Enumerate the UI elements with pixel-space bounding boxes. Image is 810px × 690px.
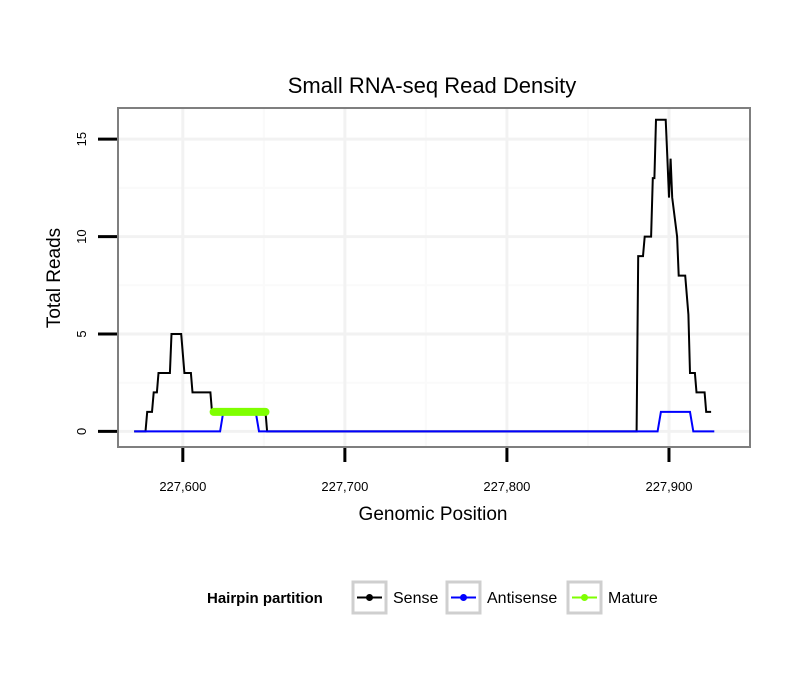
y-tick-label: 5 [74,330,89,337]
series-line-antisense [134,410,715,433]
plot-panel [117,107,751,448]
legend-item-antisense: Antisense [445,580,557,615]
x-tick-label: 227,900 [645,479,692,494]
legend-title: Hairpin partition [207,590,323,607]
x-axis: 227,600 227,700 227,800 227,900 [159,448,692,494]
legend-label: Antisense [487,590,557,607]
legend-key-dot [460,594,467,601]
y-tick-label: 0 [74,428,89,435]
x-tick-label: 227,600 [159,479,206,494]
series-line-sense [134,118,712,433]
series-layer [134,118,715,433]
y-tick-label: 15 [74,132,89,146]
x-tick-label: 227,800 [483,479,530,494]
legend-label: Mature [608,590,658,607]
x-axis-label: Genomic Position [359,504,508,525]
y-axis-label: Total Reads [44,228,65,328]
legend-key-dot [366,594,373,601]
y-tick-label: 10 [74,229,89,243]
legend-label: Sense [393,590,438,607]
legend-item-mature: Mature [566,580,658,615]
legend: Hairpin partition Sense Antisense Mature [207,580,658,615]
legend-item-sense: Sense [351,580,438,615]
legend-key-box [566,580,603,615]
x-tick-label: 227,700 [321,479,368,494]
y-axis: 0 5 10 15 [74,132,117,435]
chart-title: Small RNA-seq Read Density [288,73,577,98]
legend-key-dot [581,594,588,601]
